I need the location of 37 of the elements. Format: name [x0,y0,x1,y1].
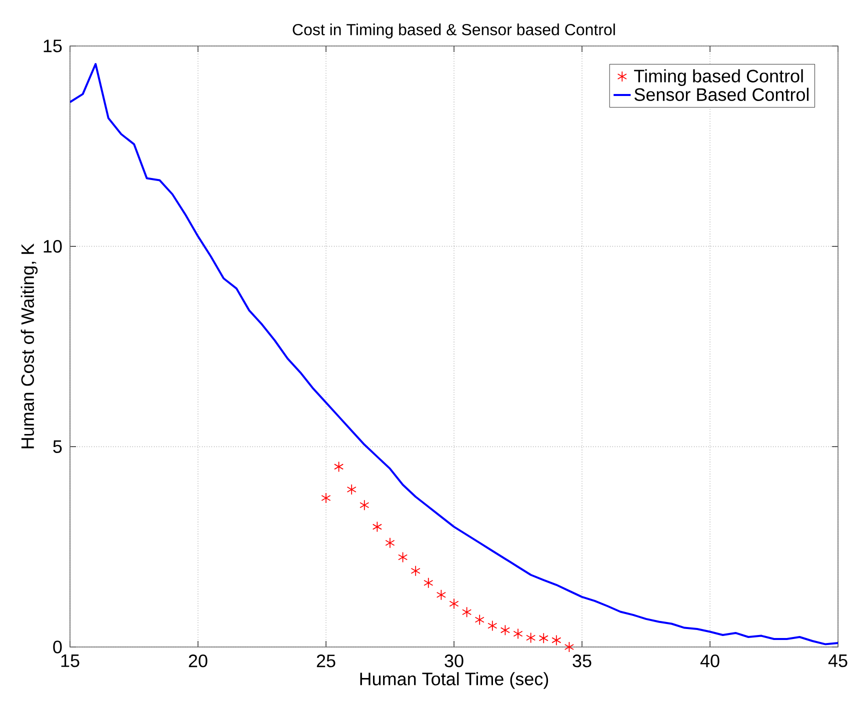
point [552,634,562,646]
point [513,628,523,640]
x-tick-label: 35 [572,654,592,668]
chart-title: Cost in Timing based & Sensor based Control [292,24,615,38]
x-tick-label: 40 [700,654,720,668]
point [410,565,420,576]
point [538,632,548,644]
point [500,624,510,636]
y-axis-title: Human Cost of Waiting, K [20,244,38,448]
point [474,614,484,626]
x-tick-label: 30 [444,654,464,668]
legend-label: Timing based Control [634,69,803,86]
point [462,606,472,618]
point [360,500,370,511]
point [346,484,356,495]
point [321,492,331,504]
line-series [70,63,838,646]
legend-label: Sensor Based Control [634,88,809,101]
point [449,598,459,610]
x-tick-label: 15 [61,654,80,668]
x-tick-label: 20 [188,654,208,668]
point [424,577,434,588]
point [334,461,344,472]
y-tick-label: 15 [44,40,62,52]
y-tick-label: 10 [44,240,62,253]
point [488,620,498,632]
x-axis-title: Human Total Time (sec) [360,672,548,689]
point [385,537,395,548]
x-tick-label: 25 [316,654,336,668]
y-tick-label: 5 [53,440,62,453]
point [526,632,536,644]
point [564,642,574,652]
y-tick-label: 0 [53,640,62,654]
point [436,589,446,600]
point [372,521,382,532]
x-tick-label: 45 [828,654,848,668]
point [398,552,408,563]
